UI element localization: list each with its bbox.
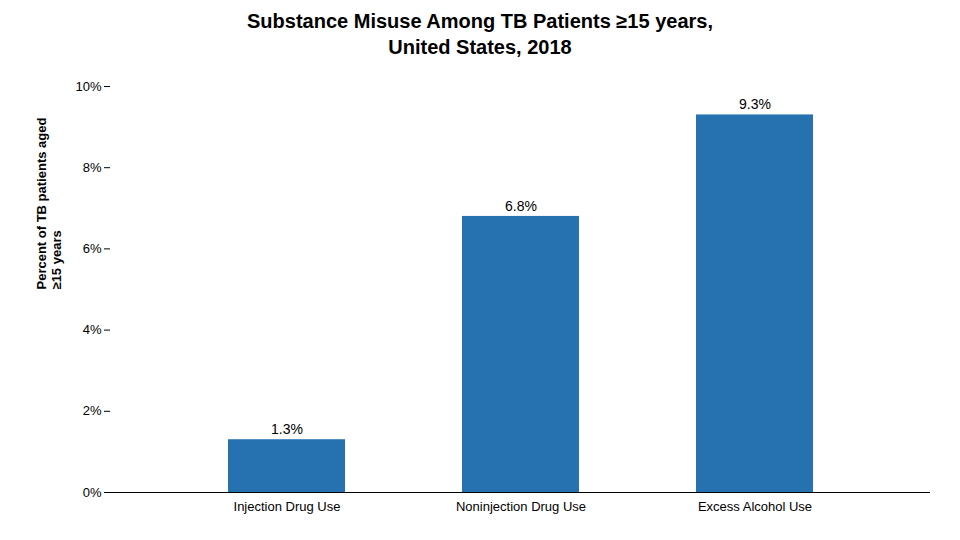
svg-text:6.8%: 6.8% xyxy=(505,198,537,214)
svg-text:0%: 0% xyxy=(83,485,102,500)
svg-text:10%: 10% xyxy=(75,79,101,94)
svg-text:Noninjection Drug Use: Noninjection Drug Use xyxy=(456,499,586,514)
svg-text:Injection Drug Use: Injection Drug Use xyxy=(234,499,341,514)
svg-text:6%: 6% xyxy=(83,241,102,256)
svg-text:4%: 4% xyxy=(83,322,102,337)
svg-text:Percent of TB patients aged≥15: Percent of TB patients aged≥15 years xyxy=(34,118,65,290)
html-text:Substance Misuse Among TB Pati: Substance Misuse Among TB Patients ≥15 y… xyxy=(247,10,713,32)
svg-text:9.3%: 9.3% xyxy=(739,96,771,112)
svg-text:8%: 8% xyxy=(83,160,102,175)
svg-text:1.3%: 1.3% xyxy=(271,421,303,437)
svg-text:Excess Alcohol Use: Excess Alcohol Use xyxy=(698,499,812,514)
html-text:United States, 2018: United States, 2018 xyxy=(388,36,572,58)
svg-text:2%: 2% xyxy=(83,403,102,418)
